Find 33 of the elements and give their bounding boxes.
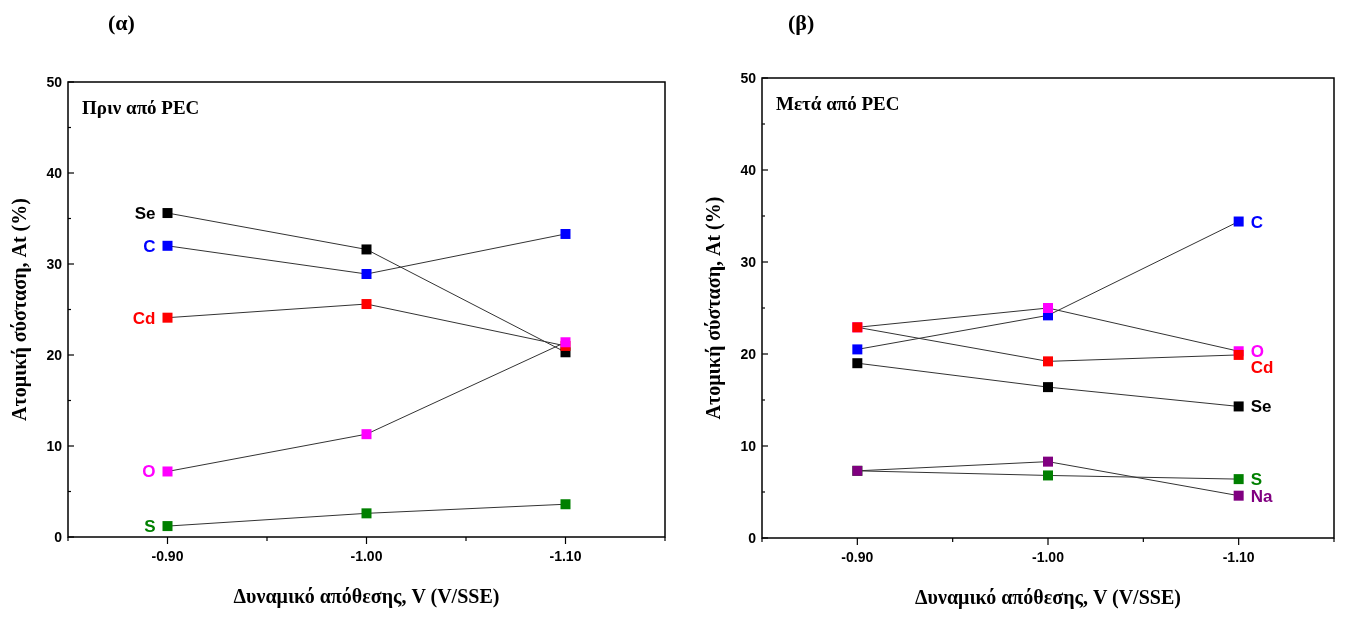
y-tick-label: 40 bbox=[46, 165, 63, 181]
x-axis-title: Δυναμικό απόθεσης, V (V/SSE) bbox=[915, 586, 1181, 609]
x-tick-label: -1.10 bbox=[1222, 549, 1255, 565]
series-label: Se bbox=[1250, 397, 1272, 417]
x-tick-label: -1.00 bbox=[350, 548, 383, 564]
x-axis-title: Δυναμικό απόθεσης, V (V/SSE) bbox=[233, 585, 500, 608]
y-tick-label: 30 bbox=[46, 256, 63, 272]
y-tick-label: 10 bbox=[740, 438, 757, 454]
y-tick-label: 40 bbox=[740, 162, 757, 178]
y-tick-label: 30 bbox=[740, 254, 757, 270]
x-tick-label: -1.10 bbox=[549, 548, 582, 564]
x-tick-label: -1.00 bbox=[1032, 549, 1065, 565]
y-tick-label: 20 bbox=[740, 346, 757, 362]
text: Πριν από PEC bbox=[82, 97, 200, 118]
chart-title: (α) bbox=[108, 10, 135, 35]
y-tick-label: 20 bbox=[46, 347, 63, 363]
y-axis-title: Ατομική σύσταση, At (%) bbox=[8, 198, 31, 421]
y-tick-label: 50 bbox=[46, 74, 63, 90]
series-label: C bbox=[143, 236, 156, 256]
y-axis-title: Ατομική σύσταση, At (%) bbox=[702, 196, 725, 420]
chart-title: (β) bbox=[788, 10, 815, 35]
series-label: Se bbox=[134, 204, 156, 224]
y-tick-label: 10 bbox=[46, 438, 63, 454]
text: Μετά από PEC bbox=[776, 93, 900, 114]
y-tick-label: 0 bbox=[54, 529, 63, 545]
y-tick-label: 0 bbox=[748, 530, 757, 546]
x-tick-label: -0.90 bbox=[151, 548, 184, 564]
series-label: Cd bbox=[132, 308, 156, 328]
series-label: O bbox=[142, 462, 156, 482]
series-label: S bbox=[144, 517, 156, 537]
series-label: C bbox=[1250, 212, 1263, 232]
x-tick-label: -0.90 bbox=[841, 549, 874, 565]
y-tick-label: 50 bbox=[740, 70, 757, 86]
